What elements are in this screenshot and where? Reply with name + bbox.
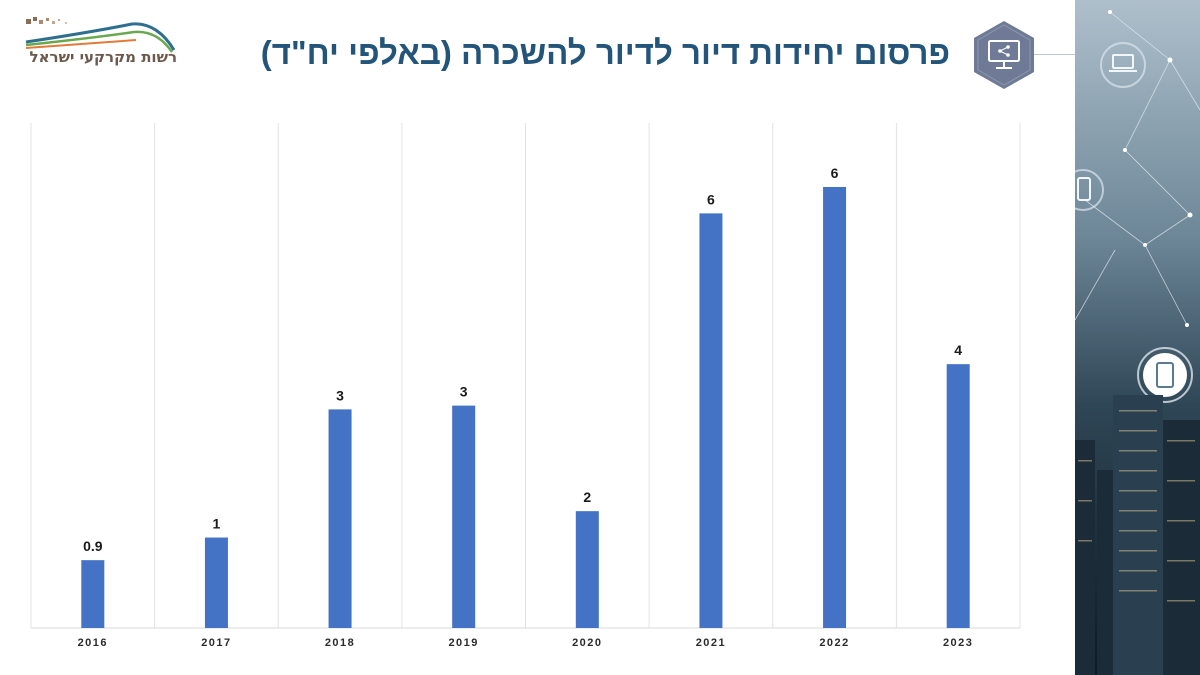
- bar-2019: [452, 405, 476, 628]
- phone-icon: [1075, 169, 1104, 211]
- value-label-2018: 3: [336, 387, 344, 403]
- value-label-2022: 6: [831, 165, 839, 181]
- bar-2023: [946, 364, 970, 628]
- logo-text: רשות מקרקעי ישראל: [29, 48, 177, 66]
- page-title: פרסום יחידות דיור לדיור להשכרה (באלפי יח…: [260, 34, 950, 71]
- title-connector-line: [1034, 54, 1076, 55]
- tick-label-2022: 2022: [819, 637, 849, 649]
- laptop-icon: [1100, 42, 1146, 88]
- chart-grid: [30, 123, 1021, 629]
- monitor-share-icon: [974, 21, 1034, 89]
- value-label-2017: 1: [213, 516, 221, 532]
- bar-2016: [81, 560, 105, 628]
- chart-bars: [81, 187, 970, 628]
- value-label-2016: 0.9: [83, 538, 103, 554]
- tick-label-2020: 2020: [572, 637, 602, 649]
- tick-label-2021: 2021: [696, 637, 726, 649]
- value-label-2020: 2: [583, 489, 591, 505]
- tick-label-2017: 2017: [201, 637, 231, 649]
- tick-label-2023: 2023: [943, 637, 973, 649]
- bar-2020: [575, 511, 599, 628]
- city-network-panel: [1075, 0, 1200, 675]
- bar-2018: [328, 409, 352, 628]
- tick-label-2018: 2018: [325, 637, 355, 649]
- tick-label-2019: 2019: [448, 637, 478, 649]
- tick-label-2016: 2016: [78, 637, 108, 649]
- value-label-2021: 6: [707, 191, 715, 207]
- value-label-2019: 3: [460, 384, 468, 400]
- bar-2017: [204, 537, 228, 628]
- company-logo: [25, 17, 176, 53]
- chart-value-labels: 0.9 1 3 3 2 6 6 4: [83, 165, 962, 554]
- bar-2022: [823, 187, 847, 628]
- chart-category-labels: 2016 2017 2018 2019 2020 2021 2022 2023: [78, 637, 973, 649]
- value-label-2023: 4: [954, 342, 962, 358]
- tablet-icon: [1137, 347, 1193, 403]
- bar-2021: [699, 213, 723, 628]
